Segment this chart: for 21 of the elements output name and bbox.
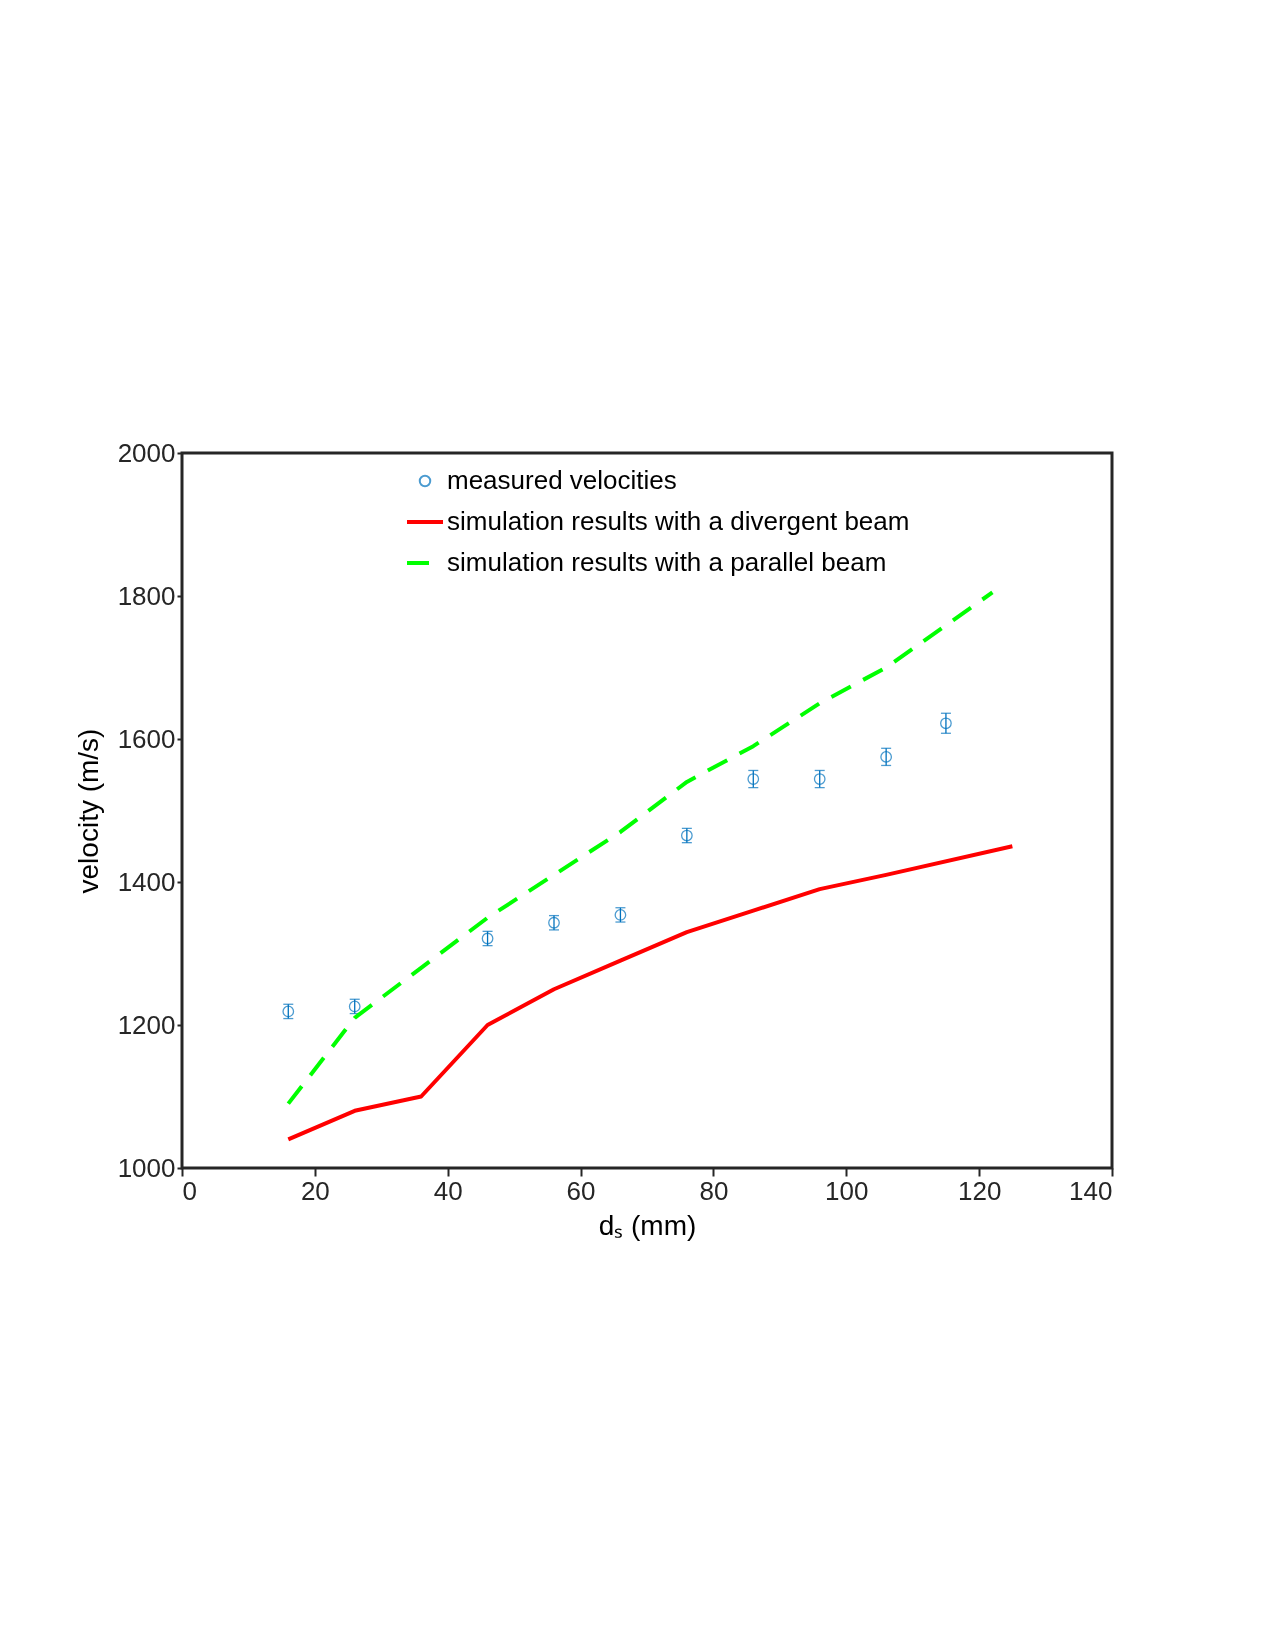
legend-label: measured velocities <box>447 465 677 495</box>
y-tick-label: 1000 <box>117 1152 176 1183</box>
y-tick-label: 2000 <box>117 437 176 468</box>
x-axis-title: dₛ (mm) <box>598 1209 697 1241</box>
y-tick-label: 1400 <box>117 866 176 897</box>
x-tick-label: 120 <box>957 1175 1002 1206</box>
x-tick-label: 100 <box>825 1175 869 1206</box>
x-tick-label: 40 <box>433 1175 463 1206</box>
y-axis-title: velocity (m/s) <box>72 728 104 894</box>
x-tick-label: 0 <box>182 1175 197 1206</box>
y-tick-label: 1800 <box>117 580 176 611</box>
x-tick-label: 20 <box>300 1175 330 1206</box>
legend-label: simulation results with a parallel beam <box>447 547 887 577</box>
y-tick-label: 1600 <box>117 723 176 754</box>
line-series <box>286 590 995 1106</box>
y-tick-label: 1200 <box>117 1009 176 1040</box>
x-tick-label: 80 <box>699 1175 729 1206</box>
x-tick-label: 140 <box>1069 1175 1113 1206</box>
line-series <box>286 844 1015 1142</box>
legend-label: simulation results with a divergent beam <box>447 506 910 536</box>
x-tick-label: 60 <box>566 1175 596 1206</box>
